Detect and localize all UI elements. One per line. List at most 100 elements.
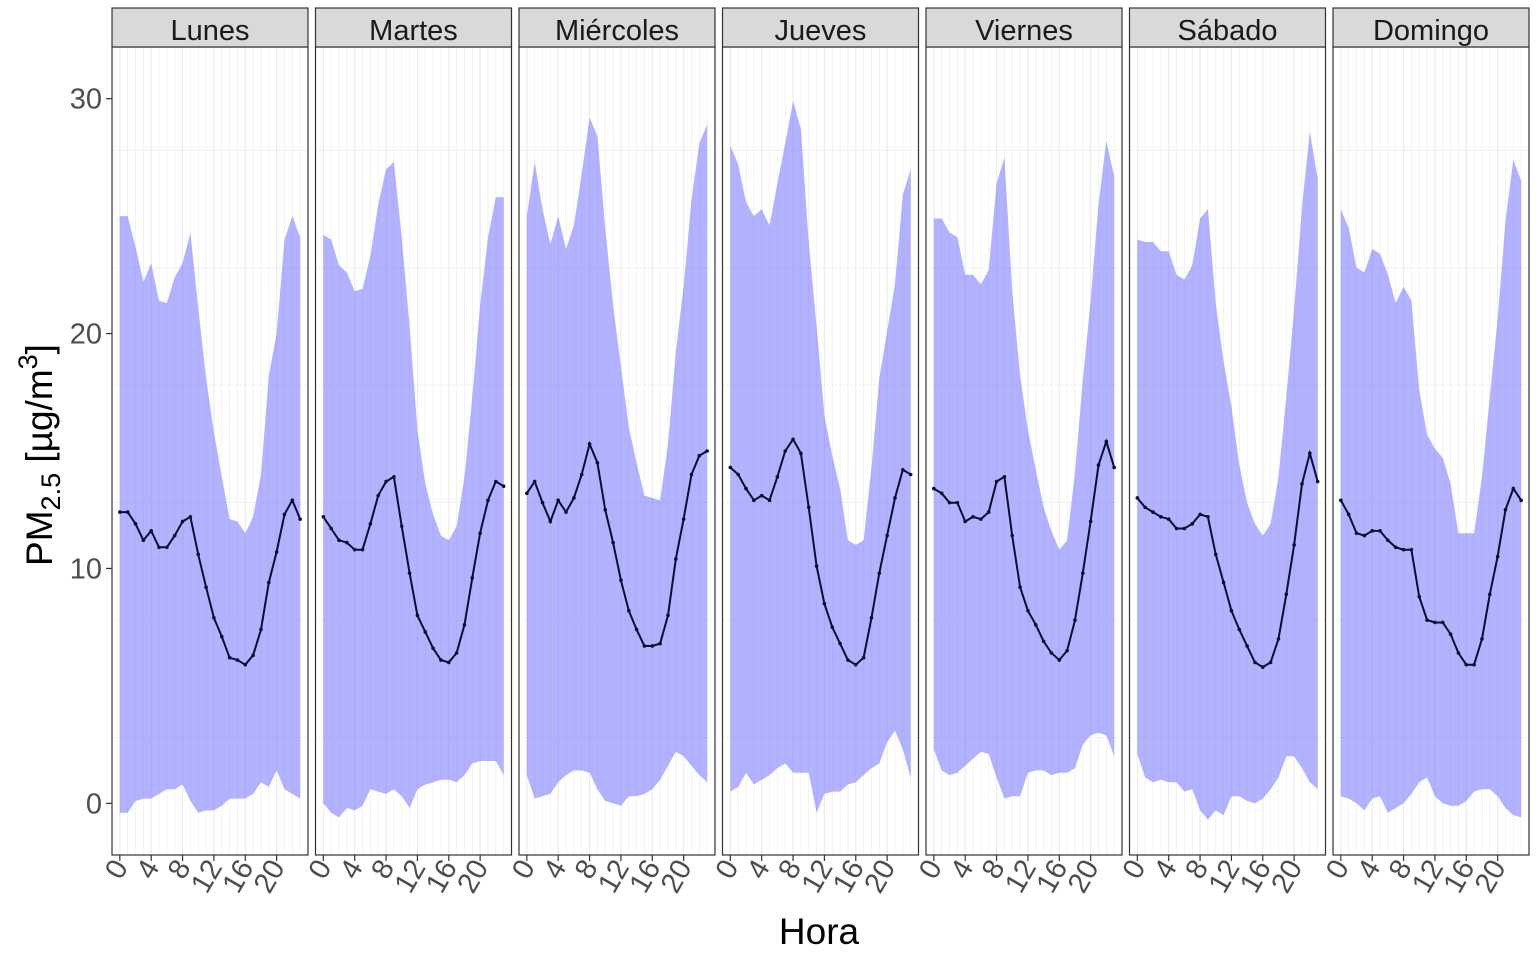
mean-point xyxy=(1409,547,1414,552)
mean-point xyxy=(1057,658,1062,662)
x-tick-label: 4 xyxy=(1148,855,1184,885)
y-title-base: PM xyxy=(19,510,60,566)
x-tick-label: 20 xyxy=(655,855,699,899)
mean-point xyxy=(1393,545,1398,550)
mean-point xyxy=(494,479,498,484)
mean-point xyxy=(579,472,584,477)
mean-point xyxy=(901,467,905,472)
mean-point xyxy=(1253,660,1257,665)
mean-point xyxy=(227,655,232,660)
mean-point xyxy=(979,517,983,521)
ribbon-band xyxy=(1340,159,1522,818)
mean-point xyxy=(1464,662,1469,667)
mean-point xyxy=(932,486,936,491)
mean-point xyxy=(423,630,428,634)
mean-point xyxy=(1073,618,1077,622)
ribbon-band xyxy=(119,216,301,813)
facet-panels: Lunes048121620Martes048121620Miércoles04… xyxy=(99,7,1530,899)
facet-strip xyxy=(111,7,309,48)
mean-point xyxy=(376,493,381,498)
y-axis-title: PM2.5 [µg/m3] xyxy=(13,344,66,566)
mean-point xyxy=(767,498,772,503)
mean-point xyxy=(775,475,780,479)
mean-point xyxy=(681,517,686,521)
mean-point xyxy=(149,529,153,533)
x-tick-label: 4 xyxy=(130,855,166,885)
mean-point xyxy=(595,460,600,465)
ribbon-band xyxy=(933,141,1115,799)
mean-point xyxy=(486,498,490,503)
mean-point xyxy=(125,510,130,514)
mean-point xyxy=(838,641,842,646)
mean-point xyxy=(603,507,608,512)
mean-point xyxy=(1018,585,1022,590)
mean-point xyxy=(540,500,545,505)
mean-point xyxy=(1339,498,1343,503)
mean-point xyxy=(290,498,295,503)
facet-strip-label: Martes xyxy=(369,15,458,47)
mean-point xyxy=(1401,547,1406,552)
mean-point xyxy=(1049,651,1054,655)
mean-point xyxy=(814,564,819,568)
mean-point xyxy=(869,615,874,620)
mean-point xyxy=(799,451,803,456)
x-axis-title: Hora xyxy=(779,911,860,952)
mean-point xyxy=(219,634,224,639)
mean-point xyxy=(329,526,333,531)
facet-strip-label: Lunes xyxy=(170,15,249,47)
mean-point xyxy=(971,514,975,519)
mean-point xyxy=(1096,463,1101,467)
mean-point xyxy=(1362,533,1367,538)
facet-strip-label: Miércoles xyxy=(555,15,679,47)
y-tick-label: 0 xyxy=(86,788,102,820)
mean-point xyxy=(298,517,302,521)
mean-point xyxy=(384,479,388,484)
mean-point xyxy=(556,498,560,503)
mean-point xyxy=(235,658,240,662)
mean-point xyxy=(626,608,631,613)
mean-point xyxy=(1378,529,1382,533)
y-tick-label: 20 xyxy=(70,319,102,351)
mean-point xyxy=(415,613,420,618)
mean-point xyxy=(564,510,568,514)
mean-point xyxy=(259,627,263,632)
mean-point xyxy=(728,465,733,470)
y-title-unit: [µg/m xyxy=(19,369,60,473)
mean-point xyxy=(752,498,756,503)
mean-point xyxy=(267,580,271,585)
mean-point xyxy=(321,514,326,519)
mean-point xyxy=(1033,623,1038,627)
facet-strip xyxy=(1128,7,1327,48)
mean-point xyxy=(947,500,952,505)
mean-point xyxy=(1174,526,1179,531)
x-tick-label: 0 xyxy=(710,855,746,885)
mean-point xyxy=(1276,637,1281,641)
mean-point xyxy=(1159,514,1163,519)
facet-strip-label: Viernes xyxy=(975,15,1073,47)
mean-point xyxy=(118,510,122,514)
x-tick-label: 20 xyxy=(1265,855,1309,899)
mean-point xyxy=(368,522,373,526)
mean-point xyxy=(1284,592,1289,597)
x-tick-label: 20 xyxy=(1469,855,1513,899)
mean-point xyxy=(634,627,639,632)
y-title-sup: 3 xyxy=(13,354,43,369)
mean-point xyxy=(243,662,248,667)
mean-point xyxy=(759,493,764,498)
mean-point xyxy=(1456,651,1461,655)
mean-point xyxy=(908,472,913,477)
mean-point xyxy=(1135,496,1140,500)
x-tick-label: 4 xyxy=(944,855,980,885)
mean-point xyxy=(1081,571,1085,575)
mean-point xyxy=(212,615,216,620)
mean-point xyxy=(157,545,161,550)
mean-point xyxy=(1143,505,1147,510)
mean-point xyxy=(963,519,967,524)
mean-point xyxy=(532,479,537,484)
mean-point xyxy=(994,479,999,484)
mean-point xyxy=(454,651,459,655)
